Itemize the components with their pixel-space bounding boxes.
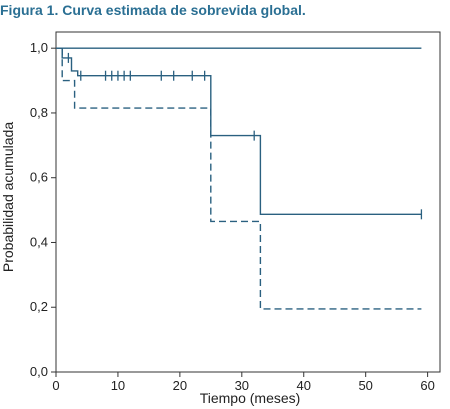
y-tick-label: 0,8 (30, 105, 48, 120)
y-tick-label: 0,4 (30, 234, 48, 249)
y-tick-label: 0,2 (30, 299, 48, 314)
x-tick-label: 0 (52, 378, 59, 393)
x-tick-label: 50 (358, 378, 372, 393)
y-tick-label: 0,0 (30, 364, 48, 379)
x-axis: 0 10 20 30 40 50 60 (52, 372, 435, 393)
figure-title: Figura 1. Curva estimada de sobrevida gl… (0, 2, 306, 18)
x-axis-label: Tiempo (meses) (200, 390, 301, 406)
y-axis-label: Probabilidad acumulada (0, 122, 16, 272)
series-layer (56, 47, 423, 310)
series-line-solid-0 (56, 47, 422, 216)
x-tick-label: 10 (111, 378, 125, 393)
x-tick-label: 40 (297, 378, 311, 393)
x-tick-label: 60 (420, 378, 434, 393)
plot-frame (55, 31, 441, 373)
y-axis: 0,0 0,2 0,4 0,6 0,8 1,0 (30, 40, 56, 379)
series-line-dashed-2 (61, 48, 422, 310)
y-tick-label: 0,6 (30, 170, 48, 185)
x-tick-label: 20 (173, 378, 187, 393)
x-tick-label: 30 (235, 378, 249, 393)
y-tick-label: 1,0 (30, 40, 48, 55)
